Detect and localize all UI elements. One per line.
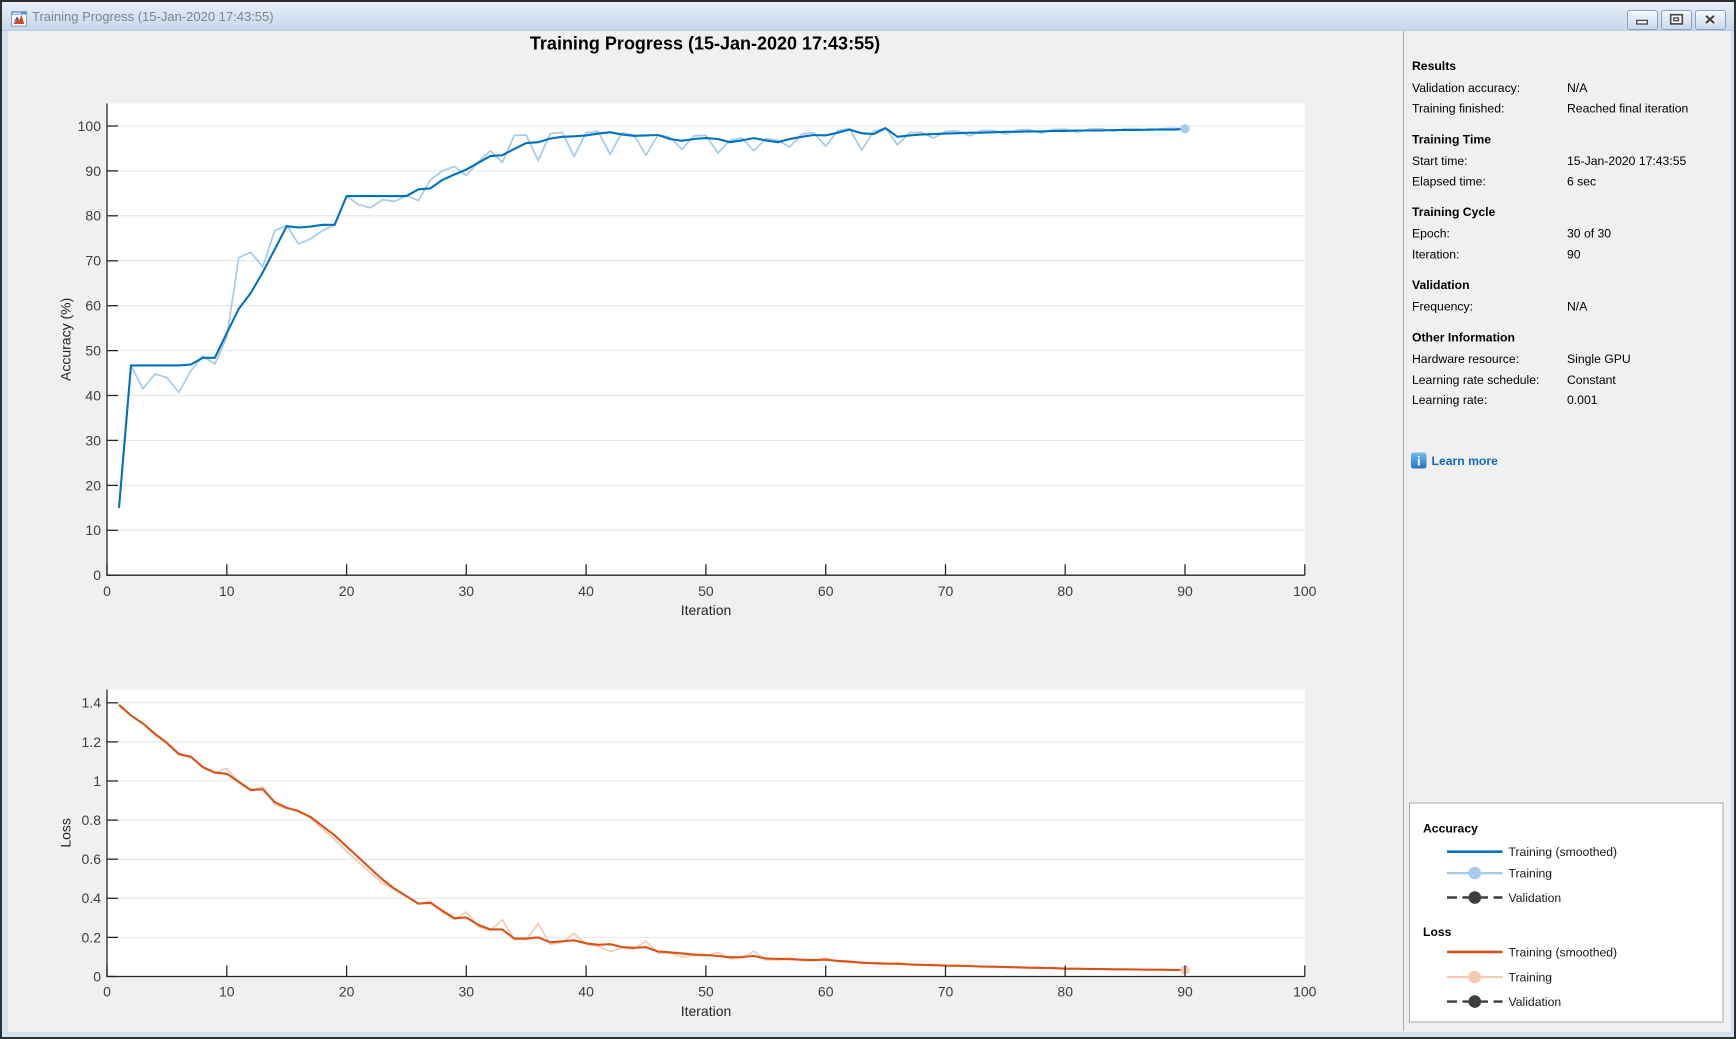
svg-text:Training finished:: Training finished: bbox=[1412, 102, 1504, 116]
svg-text:Reached final iteration: Reached final iteration bbox=[1567, 102, 1688, 116]
svg-text:N/A: N/A bbox=[1567, 300, 1588, 314]
svg-text:Validation accuracy:: Validation accuracy: bbox=[1412, 81, 1520, 95]
svg-text:N/A: N/A bbox=[1567, 81, 1588, 95]
svg-text:10: 10 bbox=[219, 984, 235, 1000]
svg-text:Single GPU: Single GPU bbox=[1567, 352, 1631, 366]
svg-text:Frequency:: Frequency: bbox=[1412, 300, 1473, 314]
svg-text:Epoch:: Epoch: bbox=[1412, 227, 1450, 241]
svg-text:30: 30 bbox=[459, 583, 475, 599]
svg-text:60: 60 bbox=[818, 583, 834, 599]
svg-text:Results: Results bbox=[1412, 59, 1456, 73]
svg-text:Validation: Validation bbox=[1509, 995, 1562, 1009]
svg-text:Learning rate:: Learning rate: bbox=[1412, 393, 1487, 407]
svg-text:30: 30 bbox=[459, 984, 475, 1000]
svg-text:30: 30 bbox=[85, 432, 101, 448]
svg-text:20: 20 bbox=[339, 583, 355, 599]
svg-text:90: 90 bbox=[1177, 583, 1193, 599]
svg-text:70: 70 bbox=[938, 583, 954, 599]
svg-text:30 of 30: 30 of 30 bbox=[1567, 227, 1611, 241]
svg-text:Loss: Loss bbox=[1423, 925, 1452, 939]
svg-text:Learning rate schedule:: Learning rate schedule: bbox=[1412, 373, 1539, 387]
svg-text:80: 80 bbox=[1057, 984, 1073, 1000]
svg-text:70: 70 bbox=[85, 253, 101, 269]
svg-text:Training Cycle: Training Cycle bbox=[1412, 205, 1496, 219]
svg-text:90: 90 bbox=[1177, 984, 1193, 1000]
svg-text:60: 60 bbox=[85, 298, 101, 314]
svg-text:Validation: Validation bbox=[1509, 891, 1562, 905]
svg-text:Training: Training bbox=[1509, 971, 1553, 985]
svg-text:90: 90 bbox=[85, 163, 101, 179]
svg-text:80: 80 bbox=[1057, 583, 1073, 599]
svg-text:80: 80 bbox=[85, 208, 101, 224]
svg-text:Accuracy: Accuracy bbox=[1423, 822, 1478, 836]
svg-text:40: 40 bbox=[578, 984, 594, 1000]
svg-text:Other Information: Other Information bbox=[1412, 331, 1515, 345]
svg-text:50: 50 bbox=[698, 583, 714, 599]
svg-text:0.001: 0.001 bbox=[1567, 393, 1598, 407]
svg-text:Iteration: Iteration bbox=[681, 602, 732, 618]
svg-text:Constant: Constant bbox=[1567, 373, 1616, 387]
svg-text:100: 100 bbox=[78, 118, 102, 134]
svg-text:Elapsed time:: Elapsed time: bbox=[1412, 175, 1486, 189]
svg-text:40: 40 bbox=[578, 583, 594, 599]
svg-text:1.4: 1.4 bbox=[82, 695, 102, 711]
svg-text:Training (smoothed): Training (smoothed) bbox=[1509, 945, 1618, 959]
svg-text:Iteration: Iteration bbox=[681, 1003, 732, 1019]
svg-text:0: 0 bbox=[103, 984, 111, 1000]
svg-text:15-Jan-2020 17:43:55: 15-Jan-2020 17:43:55 bbox=[1567, 154, 1686, 168]
svg-text:10: 10 bbox=[85, 522, 101, 538]
svg-text:70: 70 bbox=[938, 984, 954, 1000]
svg-text:Accuracy (%): Accuracy (%) bbox=[58, 298, 74, 381]
svg-text:6 sec: 6 sec bbox=[1567, 175, 1596, 189]
svg-text:0.6: 0.6 bbox=[82, 851, 102, 867]
svg-text:90: 90 bbox=[1567, 248, 1581, 262]
svg-text:1.2: 1.2 bbox=[82, 734, 102, 750]
svg-text:0: 0 bbox=[103, 583, 111, 599]
svg-text:0.8: 0.8 bbox=[82, 812, 102, 828]
svg-text:0: 0 bbox=[93, 968, 101, 984]
svg-text:100: 100 bbox=[1293, 583, 1317, 599]
svg-text:Start time:: Start time: bbox=[1412, 154, 1468, 168]
svg-text:Training (smoothed): Training (smoothed) bbox=[1509, 845, 1618, 859]
svg-text:20: 20 bbox=[85, 477, 101, 493]
svg-text:50: 50 bbox=[85, 343, 101, 359]
svg-text:40: 40 bbox=[85, 387, 101, 403]
svg-text:Iteration:: Iteration: bbox=[1412, 248, 1459, 262]
svg-text:50: 50 bbox=[698, 984, 714, 1000]
svg-text:Hardware resource:: Hardware resource: bbox=[1412, 352, 1519, 366]
svg-text:Training Time: Training Time bbox=[1412, 133, 1491, 147]
svg-text:0.2: 0.2 bbox=[82, 929, 102, 945]
svg-text:1: 1 bbox=[93, 773, 101, 789]
svg-text:0: 0 bbox=[93, 567, 101, 583]
svg-text:0.4: 0.4 bbox=[82, 890, 102, 906]
svg-text:Validation: Validation bbox=[1412, 278, 1470, 292]
svg-text:Training: Training bbox=[1509, 867, 1553, 881]
svg-text:60: 60 bbox=[818, 984, 834, 1000]
svg-text:10: 10 bbox=[219, 583, 235, 599]
svg-text:i: i bbox=[1417, 453, 1421, 468]
svg-text:100: 100 bbox=[1293, 984, 1317, 1000]
svg-text:20: 20 bbox=[339, 984, 355, 1000]
svg-text:Training Progress (15-Jan-2020: Training Progress (15-Jan-2020 17:43:55) bbox=[530, 34, 880, 54]
svg-text:Loss: Loss bbox=[58, 818, 74, 848]
svg-text:Learn more: Learn more bbox=[1432, 454, 1499, 468]
